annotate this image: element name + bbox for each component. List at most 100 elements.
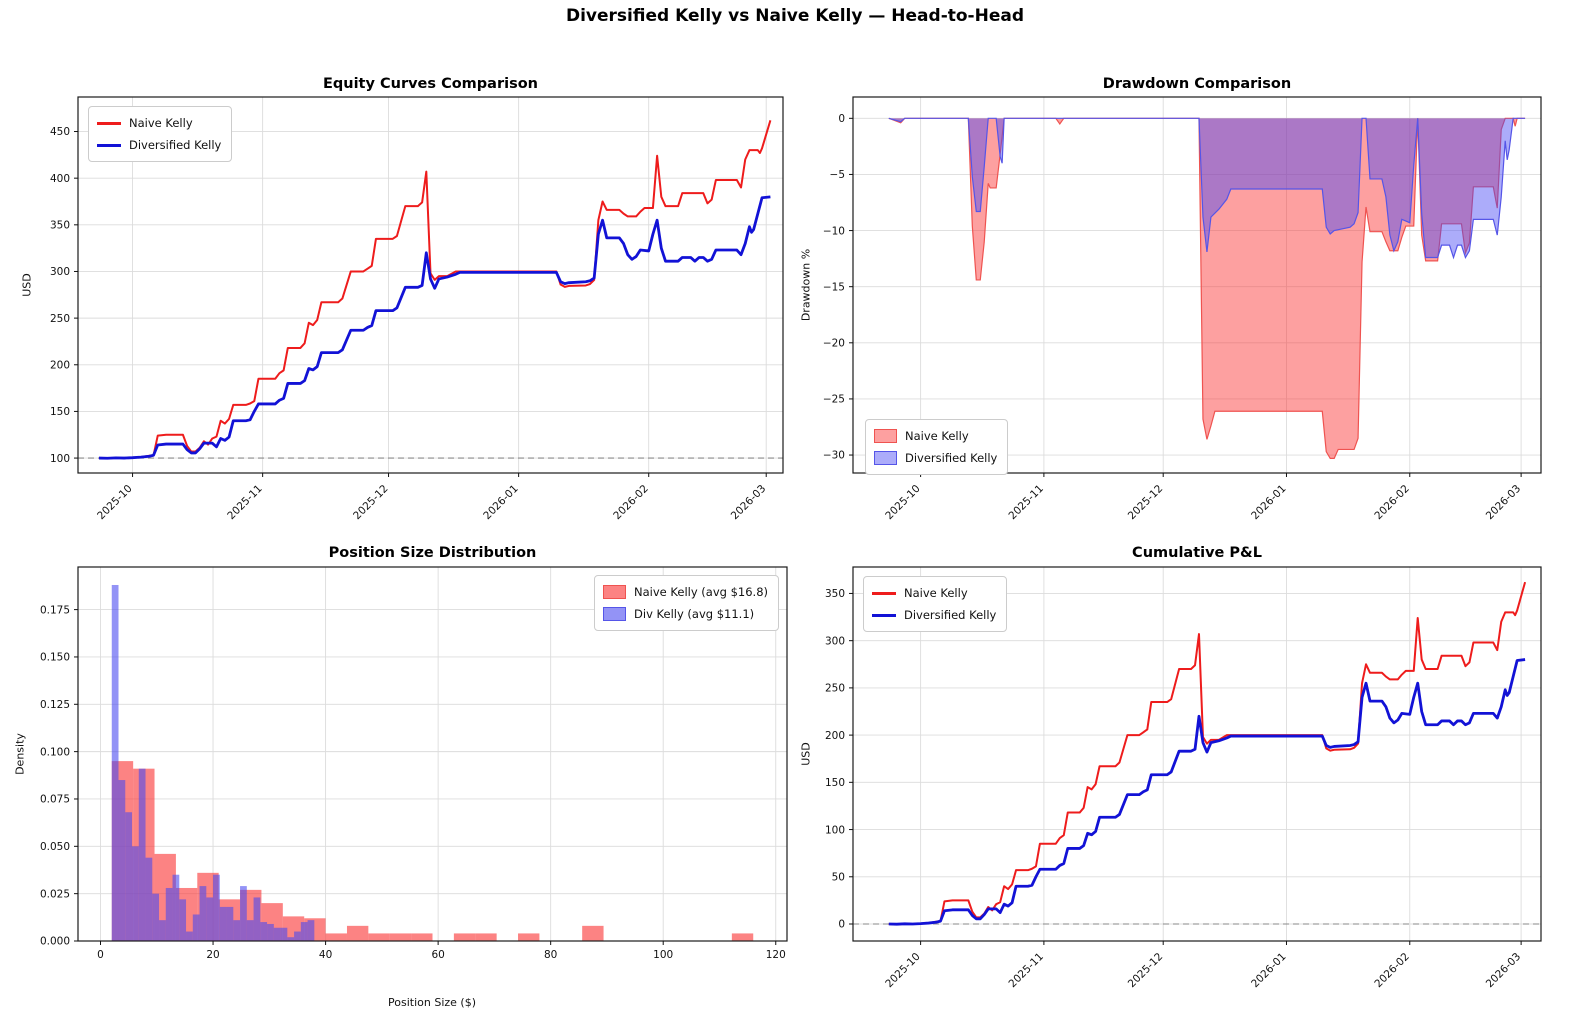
x-tick-label: 2025-11: [1007, 951, 1047, 991]
x-tick-label: 0: [97, 949, 104, 961]
drawdown-plot-frame: [852, 96, 1542, 474]
legend-label: Diversified Kelly: [129, 138, 222, 152]
legend-item-naive-kelly: Naive Kelly (avg $16.8): [603, 581, 768, 603]
y-tick-label: 300: [825, 635, 845, 647]
y-tick-label: 100: [50, 453, 70, 465]
equity-series-diversified-kelly: [98, 195, 771, 460]
y-tick-label: 200: [825, 730, 845, 742]
y-tick-label: 450: [50, 126, 70, 138]
x-tick-label: 40: [319, 949, 332, 961]
y-tick-label: 200: [50, 359, 70, 371]
legend-label: Diversified Kelly: [905, 451, 998, 465]
y-tick-label: 350: [825, 588, 845, 600]
hist-y-axis-label: Density: [13, 733, 27, 775]
legend-item-naive-kelly: Naive Kelly: [97, 112, 221, 134]
y-tick-label: 0.175: [40, 604, 70, 616]
hist-x-axis-label: Position Size ($): [388, 996, 476, 1009]
y-tick-label: −15: [823, 281, 845, 293]
pnl-chart-title: Cumulative P&L: [1132, 545, 1262, 561]
y-tick-label: −25: [823, 394, 845, 406]
y-tick-label: 0.025: [40, 888, 70, 900]
x-tick-label: 2026-03: [729, 483, 769, 523]
y-tick-label: −20: [823, 338, 845, 350]
legend-item-diversified-kelly: Diversified Kelly: [97, 134, 221, 156]
x-tick-label: 2026-02: [1372, 951, 1412, 991]
x-tick-label: 2026-02: [611, 483, 651, 523]
figure-suptitle: Diversified Kelly vs Naive Kelly — Head-…: [565, 6, 1025, 26]
pnl-axis-ticks: 2025-10 2025-11 2025-12 2026-01 2026-02 2026-…: [825, 588, 1523, 990]
pnl-series-diversified-kelly: [888, 658, 1526, 926]
legend-item-naive-kelly: Naive Kelly: [874, 425, 997, 447]
diversified-kelly-line-swatch: [872, 613, 896, 617]
y-tick-label: 300: [50, 266, 70, 278]
pnl-y-axis-label: USD: [799, 742, 813, 766]
diversified-kelly-area-swatch: [874, 451, 897, 465]
equity-chart-title: Equity Curves Comparison: [322, 76, 538, 92]
drawdown-y-axis-label: Drawdown %: [799, 248, 813, 322]
y-tick-label: 0.050: [40, 841, 70, 853]
drawdown-series-diversified-kelly: [888, 117, 1526, 260]
x-tick-label: 2025-11: [1007, 483, 1047, 523]
y-tick-label: 150: [825, 777, 845, 789]
y-tick-label: 350: [50, 220, 70, 232]
hist-axis-ticks: 0 20 40 60 80 100 120 0.000 0.025 0.050 0.075 0.100…: [40, 604, 786, 961]
x-tick-label: 80: [544, 949, 557, 961]
legend-label: Naive Kelly: [905, 429, 969, 443]
x-tick-label: 60: [431, 949, 444, 961]
drawdown-gridlines: [853, 97, 1541, 473]
pnl-legend: Naive Kelly Diversified Kelly: [863, 576, 1008, 632]
legend-item-diversified-kelly: Diversified Kelly: [872, 604, 996, 626]
y-tick-label: 400: [50, 173, 70, 185]
hist-chart-title: Position Size Distribution: [328, 545, 537, 561]
y-tick-label: 100: [825, 824, 845, 836]
hist-chart: 0 20 40 60 80 100 120 0.000 0.025 0.050 0.075 0.100…: [40, 566, 788, 961]
drawdown-series-naive-kelly: [888, 117, 1526, 460]
drawdown-legend: Naive Kelly Diversified Kelly: [865, 419, 1009, 475]
equity-y-axis-label: USD: [20, 273, 34, 297]
equity-gridlines: [78, 97, 783, 473]
legend-label: Naive Kelly (avg $16.8): [634, 585, 768, 599]
legend-item-div-kelly: Div Kelly (avg $11.1): [603, 603, 768, 625]
y-tick-label: 0.075: [40, 794, 70, 806]
legend-label: Diversified Kelly: [904, 608, 997, 622]
x-tick-label: 2025-12: [351, 483, 391, 523]
x-tick-label: 2026-01: [1249, 951, 1289, 991]
x-tick-label: 120: [766, 949, 786, 961]
equity-legend: Naive Kelly Diversified Kelly: [88, 106, 233, 162]
x-tick-label: 2025-10: [95, 483, 135, 523]
y-tick-label: −10: [823, 225, 845, 237]
x-tick-label: 2026-01: [481, 483, 521, 523]
naive-kelly-line-swatch: [97, 121, 121, 125]
naive-kelly-area-swatch: [874, 429, 897, 443]
y-tick-label: 50: [832, 871, 845, 883]
y-tick-label: −30: [823, 450, 845, 462]
x-tick-label: 2025-10: [883, 951, 923, 991]
x-tick-label: 2025-10: [883, 483, 923, 523]
y-tick-label: 0.125: [40, 699, 70, 711]
legend-label: Naive Kelly: [129, 116, 193, 130]
y-tick-label: 150: [50, 406, 70, 418]
hist-plot-frame: [77, 566, 788, 942]
hist-legend: Naive Kelly (avg $16.8) Div Kelly (avg $…: [594, 575, 779, 631]
y-tick-label: 0: [838, 919, 845, 931]
naive-kelly-line-swatch: [872, 591, 896, 595]
x-tick-label: 2026-03: [1484, 951, 1524, 991]
y-tick-label: 0: [838, 113, 845, 125]
div-kelly-bar-swatch: [603, 607, 627, 621]
legend-item-naive-kelly: Naive Kelly: [872, 582, 996, 604]
y-tick-label: 250: [825, 683, 845, 695]
y-tick-label: 0.150: [40, 652, 70, 664]
x-tick-label: 2026-02: [1372, 483, 1412, 523]
y-tick-label: 250: [50, 313, 70, 325]
pnl-plot-frame: [852, 566, 1542, 942]
diversified-kelly-line-swatch: [97, 143, 121, 147]
drawdown-chart-title: Drawdown Comparison: [1102, 76, 1292, 92]
x-tick-label: 2025-12: [1126, 483, 1166, 523]
x-tick-label: 2025-12: [1126, 951, 1166, 991]
y-tick-label: −5: [830, 169, 845, 181]
y-tick-label: 0.000: [40, 936, 70, 948]
x-tick-label: 2026-01: [1249, 483, 1289, 523]
equity-plot-frame: [77, 96, 784, 474]
